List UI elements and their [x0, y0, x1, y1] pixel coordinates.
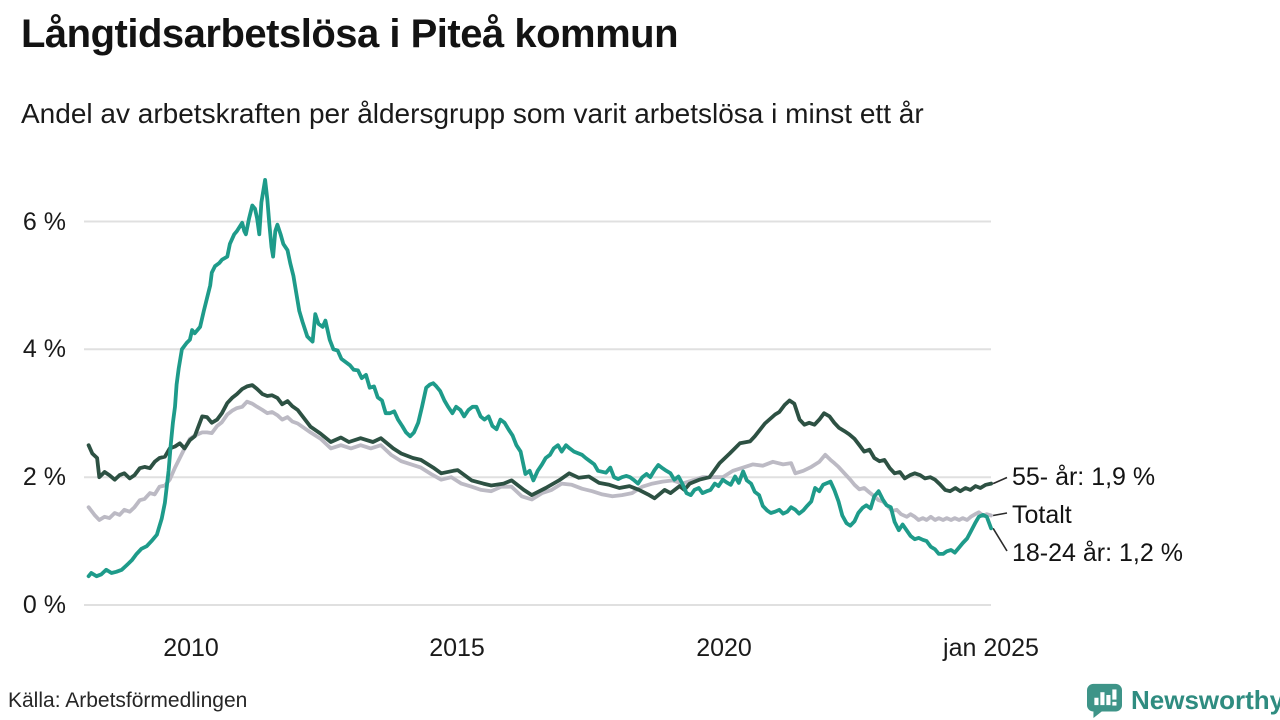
x-axis-tick-2020: 2020 — [696, 634, 752, 662]
series-label-total: Totalt — [1012, 501, 1072, 529]
x-axis-tick-2015: 2015 — [429, 634, 485, 662]
y-axis-tick-6: 6 % — [22, 208, 66, 236]
series-line-18-24 — [86, 177, 993, 579]
page-subtitle: Andel av arbetskraften per åldersgrupp s… — [21, 98, 924, 129]
series-label-55-plus: 55- år: 1,9 % — [1012, 463, 1156, 491]
source-note: Källa: Arbetsförmedlingen — [8, 689, 248, 712]
label-connector-total — [992, 512, 1008, 517]
x-axis-tick-2010: 2010 — [163, 634, 219, 662]
page-title: Långtidsarbetslösa i Piteå kommun — [21, 12, 679, 56]
newsworthy-logo-text: Newsworthy — [1131, 685, 1280, 715]
y-axis-tick-2: 2 % — [22, 463, 66, 491]
newsworthy-logo-icon — [1087, 683, 1122, 718]
label-connector-18-24 — [992, 527, 1008, 552]
y-axis-tick-0: 0 % — [22, 591, 66, 619]
series-line-total — [86, 399, 993, 522]
label-connector-55-plus — [992, 476, 1008, 485]
y-axis-tick-4: 4 % — [22, 335, 66, 363]
newsworthy-brand: Newsworthy — [1086, 683, 1280, 718]
series-line-55-plus — [86, 383, 993, 501]
series-label-18-24: 18-24 år: 1,2 % — [1012, 539, 1183, 567]
x-axis-tick-jan-2025: jan 2025 — [943, 634, 1039, 662]
